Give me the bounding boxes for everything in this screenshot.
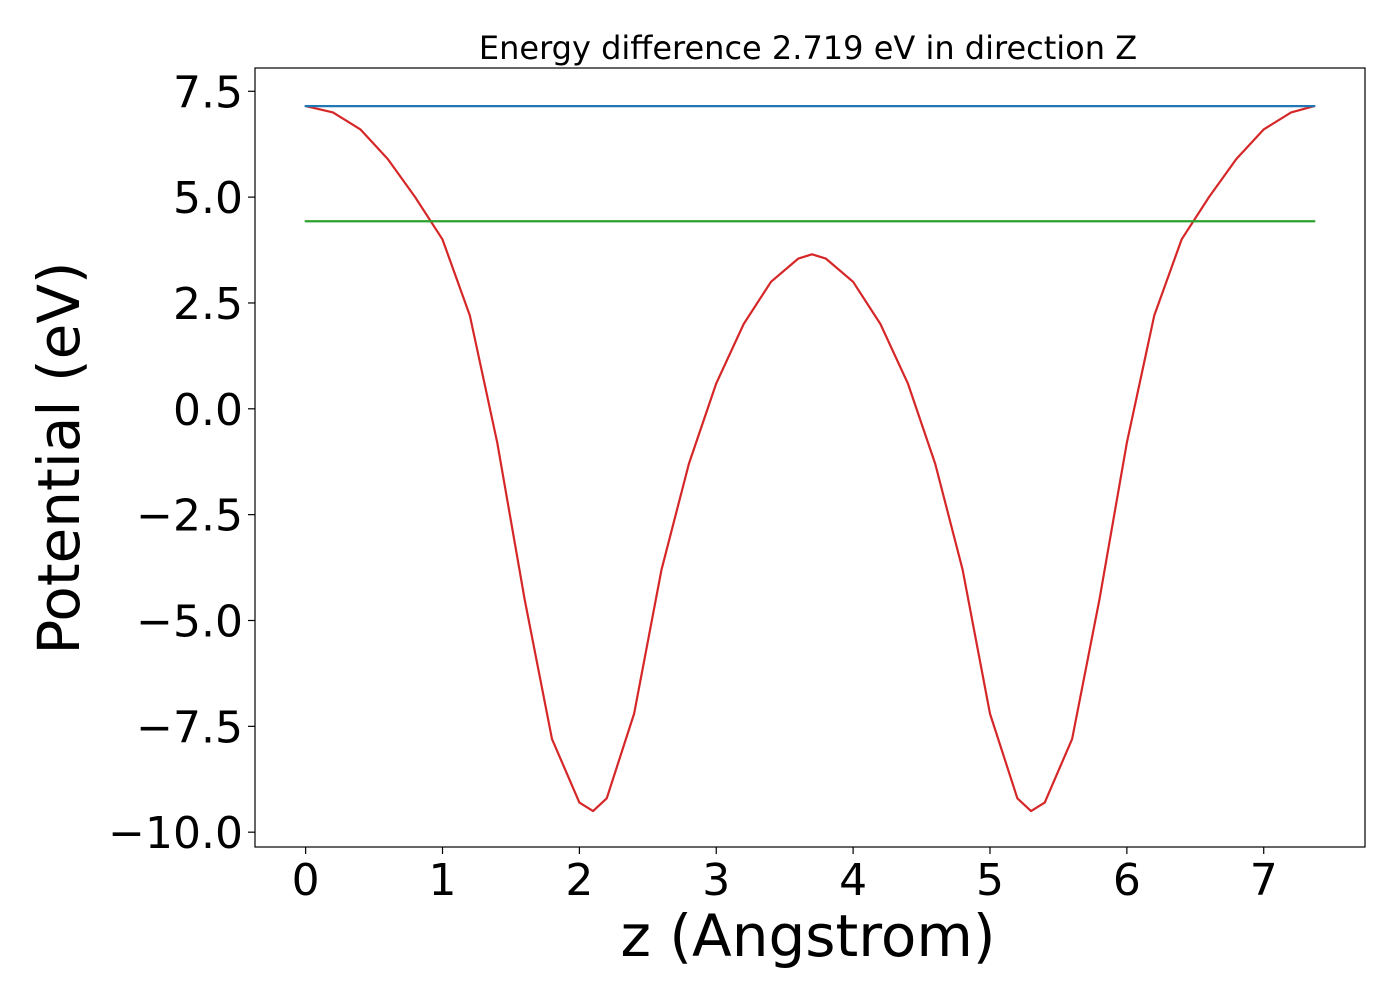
y-tick-label: 5.0 bbox=[173, 173, 243, 224]
x-tick-label: 4 bbox=[839, 855, 867, 906]
y-tick-label: −10.0 bbox=[108, 808, 243, 859]
x-tick-label: 2 bbox=[565, 855, 593, 906]
y-tick-label: −5.0 bbox=[136, 596, 243, 647]
axes-frame bbox=[254, 67, 1366, 848]
chart-title: Energy difference 2.719 eV in direction … bbox=[479, 29, 1137, 67]
y-tick-label: −7.5 bbox=[136, 702, 243, 753]
y-tick-label: −2.5 bbox=[136, 491, 243, 542]
x-axis-label: z (Angstrom) bbox=[621, 902, 996, 970]
y-tick-label: 2.5 bbox=[173, 279, 243, 330]
x-axis-ticks: 0 1 2 3 4 5 6 7 bbox=[292, 847, 1278, 906]
x-tick-label: 6 bbox=[1113, 855, 1141, 906]
x-tick-label: 3 bbox=[702, 855, 730, 906]
x-tick-label: 1 bbox=[429, 855, 457, 906]
y-axis-label: Potential (eV) bbox=[25, 261, 93, 654]
x-tick-label: 0 bbox=[292, 855, 320, 906]
y-axis-ticks: −10.0 −7.5 −5.0 −2.5 0.0 2.5 5.0 7.5 bbox=[108, 67, 255, 859]
y-tick-label: 7.5 bbox=[173, 67, 243, 118]
plot-area bbox=[255, 68, 1365, 847]
x-tick-label: 5 bbox=[976, 855, 1004, 906]
x-tick-label: 7 bbox=[1250, 855, 1278, 906]
series-line-0 bbox=[304, 105, 1316, 813]
series-layer bbox=[304, 105, 1316, 813]
y-tick-label: 0.0 bbox=[173, 385, 243, 436]
